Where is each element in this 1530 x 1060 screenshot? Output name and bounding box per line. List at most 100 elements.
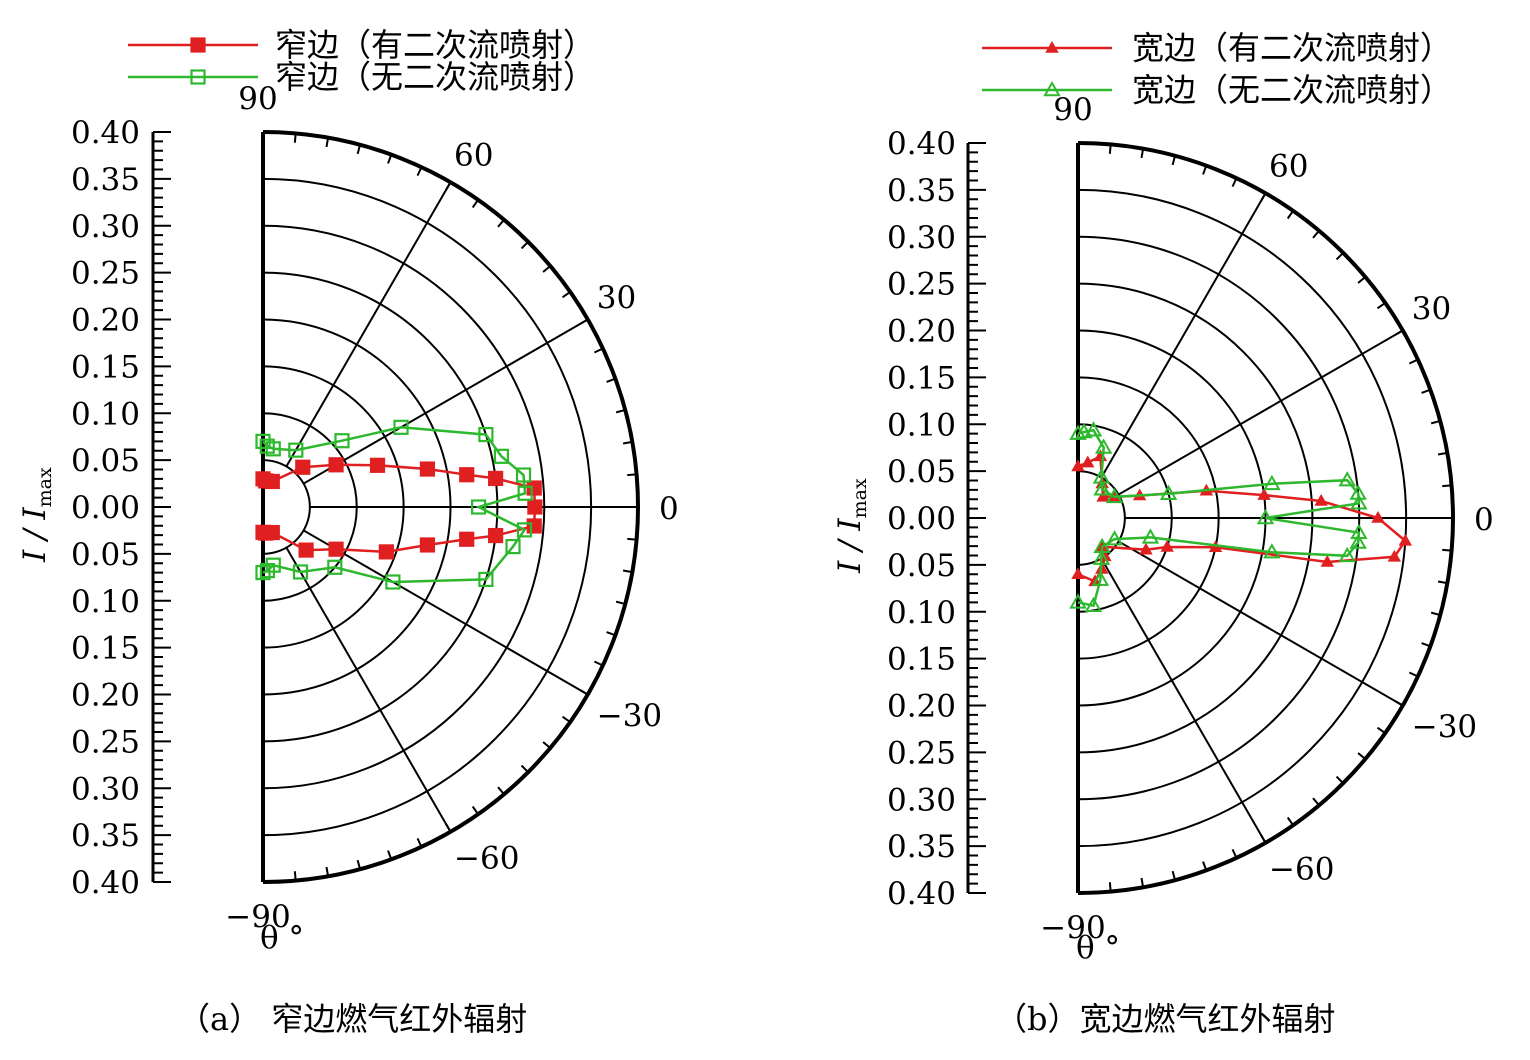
legend-marker — [190, 69, 206, 85]
theta-tick — [579, 688, 589, 696]
r-tick-label: 0.00 — [887, 501, 956, 537]
data-point — [1338, 546, 1356, 563]
theta-tick — [615, 408, 626, 414]
data-point — [488, 527, 504, 544]
data-point — [419, 461, 436, 477]
theta-tick — [1437, 451, 1448, 456]
theta-label: 60 — [454, 137, 493, 173]
r-tick-label: 0.05 — [887, 548, 956, 584]
data-point — [488, 470, 504, 487]
theta-tick — [293, 871, 297, 881]
series-1 — [1069, 421, 1368, 612]
data-point — [1141, 528, 1160, 544]
theta-label: 0 — [1474, 502, 1494, 538]
theta-tick — [1430, 419, 1441, 425]
data-point — [1314, 493, 1328, 506]
theta-tick — [593, 347, 604, 354]
data-point — [1257, 488, 1271, 500]
theta-tick — [1286, 816, 1294, 826]
theta-tick — [1408, 671, 1419, 678]
data-point — [1159, 484, 1178, 500]
theta-label: 90 — [238, 81, 277, 117]
r-tick-label: 0.35 — [887, 173, 956, 209]
data-point — [1263, 543, 1281, 559]
series-0 — [255, 457, 543, 560]
r-tick-label: 0.15 — [887, 642, 956, 678]
data-point — [255, 524, 271, 540]
theta-tick — [1394, 329, 1404, 337]
theta-tick — [627, 537, 637, 541]
r-tick-label: 0.10 — [887, 595, 956, 631]
theta-tick — [1421, 642, 1431, 648]
data-point — [471, 499, 487, 515]
r-tick-label: 0.05 — [71, 443, 140, 479]
theta-tick — [615, 600, 626, 606]
data-point — [1387, 549, 1402, 562]
theta-tick — [606, 377, 616, 383]
radial-line — [1118, 329, 1404, 496]
r-tick-label: 0.10 — [887, 407, 956, 443]
data-point — [1398, 533, 1413, 546]
data-point — [1256, 508, 1275, 525]
theta-tick — [471, 805, 479, 815]
theta-label: −30 — [1412, 709, 1477, 745]
theta-tick — [497, 786, 505, 795]
r-tick-label: 0.05 — [71, 537, 140, 573]
legend-label: 宽边（无二次流喷射） — [1132, 71, 1452, 109]
data-point — [459, 467, 475, 483]
data-point — [298, 542, 314, 558]
data-point — [478, 426, 494, 443]
data-point — [1320, 554, 1335, 567]
polar-chart-b: 90 60 30 0 −30 −60 −90 0.40 0.35 0.30 0.25 0.20 0.15… — [832, 29, 1494, 1038]
x-axis-label: θ ° — [260, 920, 304, 956]
data-point — [1069, 424, 1087, 440]
r-tick-label: 0.40 — [71, 865, 140, 901]
radial-line — [303, 318, 589, 485]
theta-tick — [1231, 177, 1238, 188]
x-axis-label: θ ° — [1076, 930, 1120, 966]
theta-label: −90 — [225, 899, 290, 935]
data-point — [259, 562, 276, 579]
theta-label: −90 — [1040, 910, 1105, 946]
data-point — [292, 564, 309, 580]
theta-tick — [627, 473, 637, 477]
theta-label: 30 — [1412, 291, 1451, 327]
r-tick-label: 0.00 — [71, 490, 140, 526]
data-point — [328, 457, 344, 473]
theta-tick — [1140, 148, 1145, 159]
data-point — [459, 531, 475, 547]
r-tick-label: 0.30 — [887, 220, 956, 256]
data-point — [1092, 549, 1111, 565]
legend-marker — [1043, 80, 1061, 97]
data-point — [517, 485, 533, 501]
subfigure-caption: （b）宽边燃气红外辐射 — [995, 1000, 1336, 1038]
theta-tick — [1335, 252, 1344, 261]
r-tick-label: 0.05 — [887, 454, 956, 490]
data-point — [1096, 489, 1110, 502]
r-tick-label: 0.35 — [71, 818, 140, 854]
r-tick-label: 0.40 — [887, 126, 956, 162]
theta-tick — [356, 859, 362, 870]
data-point — [515, 467, 532, 483]
theta-tick — [1335, 775, 1344, 784]
theta-tick — [416, 166, 423, 177]
data-point — [328, 541, 344, 557]
radial-line — [1100, 192, 1267, 478]
theta-tick — [1202, 861, 1208, 871]
theta-tick — [1430, 611, 1441, 617]
theta-tick — [1171, 155, 1177, 166]
theta-tick — [497, 219, 505, 228]
data-point — [378, 544, 394, 560]
r-tick-label: 0.20 — [887, 314, 956, 350]
r-tick-label: 0.25 — [887, 735, 956, 771]
y-axis-label: I / Imax — [17, 467, 56, 563]
r-tick-label: 0.20 — [887, 689, 956, 725]
theta-tick — [1408, 358, 1419, 365]
chart-panel-b: 90 60 30 0 −30 −60 −90 0.40 0.35 0.30 0.25 0.20 0.15… — [770, 0, 1530, 1060]
data-point — [1071, 459, 1085, 472]
radial-line — [303, 529, 589, 696]
r-tick-label: 0.20 — [71, 678, 140, 714]
r-tick-label: 0.10 — [71, 584, 140, 620]
r-tick-label: 0.40 — [887, 876, 956, 912]
data-point — [1350, 494, 1368, 510]
